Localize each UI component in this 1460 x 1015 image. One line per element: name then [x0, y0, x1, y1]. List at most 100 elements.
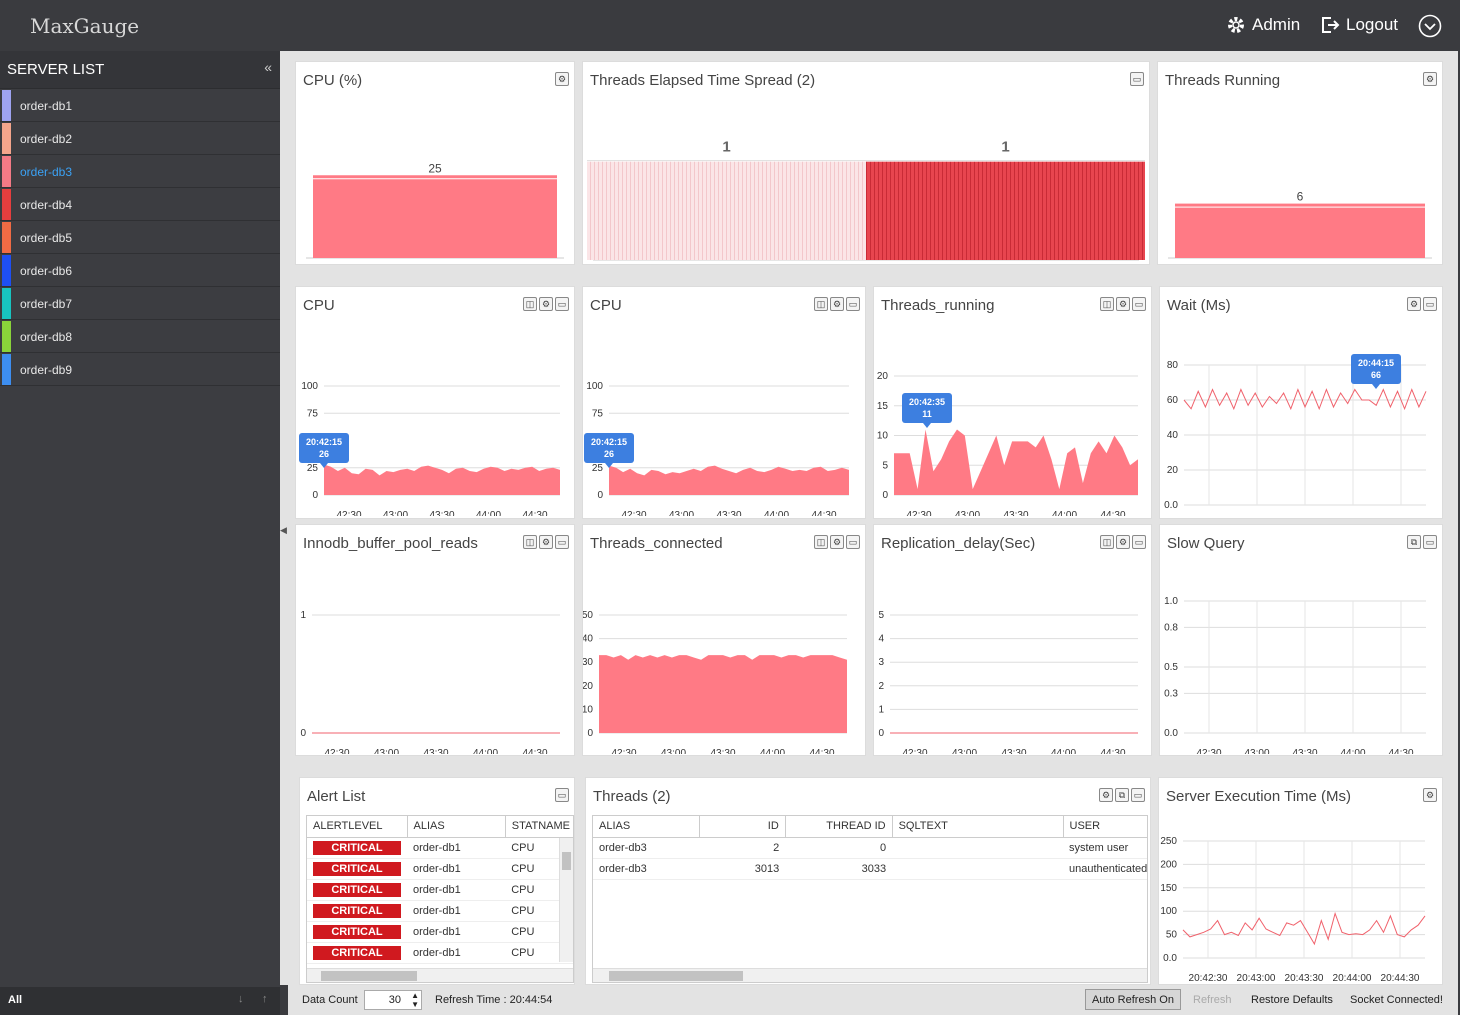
arrow-up-icon[interactable]: ↑ [262, 993, 268, 1005]
settings-icon[interactable]: ⚙ [539, 535, 553, 549]
server-color-swatch [2, 354, 11, 385]
alert-hscroll[interactable] [307, 968, 573, 982]
status-badge: CRITICAL [313, 945, 401, 960]
popout-icon[interactable]: ⧉ [1407, 535, 1421, 549]
column-header[interactable]: STATNAME [505, 816, 573, 838]
data-label: 1 [1001, 139, 1009, 156]
maximize-icon[interactable]: ▭ [555, 297, 569, 311]
hscroll-thumb[interactable] [609, 971, 743, 981]
user-menu-toggle[interactable] [1418, 14, 1442, 38]
arrow-down-icon[interactable]: ↓ [238, 993, 244, 1005]
column-header[interactable]: ALERTLEVEL [307, 816, 408, 838]
alert-vscroll[interactable] [559, 838, 573, 962]
data-count-stepper[interactable]: 30 ▲ ▼ [364, 990, 422, 1010]
x-tick-label: 43:30 [710, 748, 735, 754]
settings-icon[interactable]: ⚙ [1423, 72, 1437, 86]
stepper-arrows-icon[interactable]: ▲ ▼ [411, 991, 419, 1009]
collapse-arrow-icon[interactable]: ◀ [280, 525, 287, 535]
compare-icon[interactable]: ◫ [1100, 297, 1114, 311]
table-row[interactable]: order-db3 2 0 system user [593, 837, 1147, 859]
x-tick-label: 42:30 [621, 510, 646, 516]
y-tick-label: 0.0 [1164, 728, 1178, 739]
settings-icon[interactable]: ⚙ [1423, 788, 1437, 802]
server-item[interactable]: order-db8 [0, 320, 280, 353]
server-item[interactable]: order-db4 [0, 188, 280, 221]
x-tick-label: 44:30 [1388, 748, 1413, 754]
table-row[interactable]: order-db330133033unauthenticated1! [593, 858, 1147, 880]
server-item[interactable]: order-db3 [0, 155, 280, 188]
settings-icon[interactable]: ⚙ [555, 72, 569, 86]
compare-icon[interactable]: ◫ [523, 535, 537, 549]
maximize-icon[interactable]: ▭ [846, 297, 860, 311]
maximize-icon[interactable]: ▭ [1131, 788, 1145, 802]
maximize-icon[interactable]: ▭ [1132, 535, 1146, 549]
server-item[interactable]: order-db6 [0, 254, 280, 287]
panel-title: Threads Running [1165, 72, 1281, 89]
filter-all[interactable]: All [8, 994, 23, 1006]
server-item[interactable]: order-db7 [0, 287, 280, 320]
maximize-icon[interactable]: ▭ [1423, 535, 1437, 549]
settings-icon[interactable]: ⚙ [830, 297, 844, 311]
x-tick-label: 44:00 [476, 510, 501, 516]
tooltip-box [902, 393, 952, 423]
settings-icon[interactable]: ⚙ [1116, 535, 1130, 549]
maximize-icon[interactable]: ▭ [1132, 297, 1146, 311]
table-row[interactable]: CRITICAL order-db1 CPU [307, 858, 573, 880]
server-item[interactable]: order-db1 [0, 89, 280, 122]
settings-icon[interactable]: ⚙ [1116, 297, 1130, 311]
x-tick-label: 43:00 [952, 748, 977, 754]
maximize-icon[interactable]: ▭ [555, 788, 569, 802]
column-header[interactable]: SQLTEXT [892, 816, 1064, 838]
admin-label: Admin [1252, 15, 1301, 34]
maximize-icon[interactable]: ▭ [1130, 72, 1144, 86]
hscroll-thumb[interactable] [321, 971, 417, 981]
panel-threads-running: Threads_running ◫ ⚙ ▭ 0 5 10 15 20 42:30 43:00 43… [873, 286, 1152, 519]
restore-defaults-button[interactable]: Restore Defaults [1251, 994, 1333, 1006]
threads-hscroll[interactable] [593, 968, 1147, 982]
auto-refresh-button[interactable]: Auto Refresh On [1085, 989, 1181, 1010]
table-row[interactable]: CRITICAL order-db1 CPU [307, 879, 573, 901]
maximize-icon[interactable]: ▭ [846, 535, 860, 549]
compare-icon[interactable]: ◫ [523, 297, 537, 311]
x-tick-label: 44:00 [1340, 748, 1365, 754]
column-header[interactable]: ALIAS [407, 816, 506, 838]
panel-title: CPU [590, 297, 622, 314]
compare-icon[interactable]: ◫ [1100, 535, 1114, 549]
collapse-icon[interactable]: « [264, 59, 272, 75]
server-item[interactable]: order-db2 [0, 122, 280, 155]
server-item[interactable]: order-db5 [0, 221, 280, 254]
column-header[interactable]: ID [699, 816, 786, 838]
x-tick-label: 42:30 [611, 748, 636, 754]
logout-button[interactable]: Logout [1320, 15, 1398, 35]
settings-icon[interactable]: ⚙ [539, 297, 553, 311]
table-cell: order-db3 [593, 837, 700, 859]
table-cell: order-db1 [407, 879, 506, 901]
maximize-icon[interactable]: ▭ [1423, 297, 1437, 311]
vscroll-thumb[interactable] [562, 852, 571, 870]
server-color-swatch [2, 90, 11, 121]
settings-icon[interactable]: ⚙ [1407, 297, 1421, 311]
table-row[interactable]: CRITICAL order-db1 CPU [307, 900, 573, 922]
popout-icon[interactable]: ⧉ [1115, 788, 1129, 802]
data-count-value[interactable]: 30 [388, 994, 401, 1006]
tooltip-value: 26 [319, 449, 329, 459]
compare-icon[interactable]: ◫ [814, 297, 828, 311]
table-row[interactable]: CRITICAL order-db1 CPU [307, 837, 573, 859]
refresh-button[interactable]: Refresh [1193, 994, 1232, 1006]
chevron-down-icon [1418, 14, 1442, 38]
column-header[interactable]: THREAD ID [785, 816, 893, 838]
settings-icon[interactable]: ⚙ [1099, 788, 1113, 802]
x-tick-label: 44:00 [764, 510, 789, 516]
settings-icon[interactable]: ⚙ [830, 535, 844, 549]
column-header[interactable]: USER [1063, 816, 1147, 838]
maximize-icon[interactable]: ▭ [555, 535, 569, 549]
table-row[interactable]: CRITICAL order-db1 CPU [307, 942, 573, 964]
server-item[interactable]: order-db9 [0, 353, 280, 386]
compare-icon[interactable]: ◫ [814, 535, 828, 549]
tooltip-pointer [923, 423, 931, 428]
column-header[interactable]: ALIAS [593, 816, 701, 838]
sidebar-splitter[interactable]: ◀ [280, 51, 288, 985]
tooltip-box [1351, 354, 1401, 384]
admin-button[interactable]: Admin [1226, 15, 1300, 35]
table-row[interactable]: CRITICAL order-db1 CPU [307, 921, 573, 943]
